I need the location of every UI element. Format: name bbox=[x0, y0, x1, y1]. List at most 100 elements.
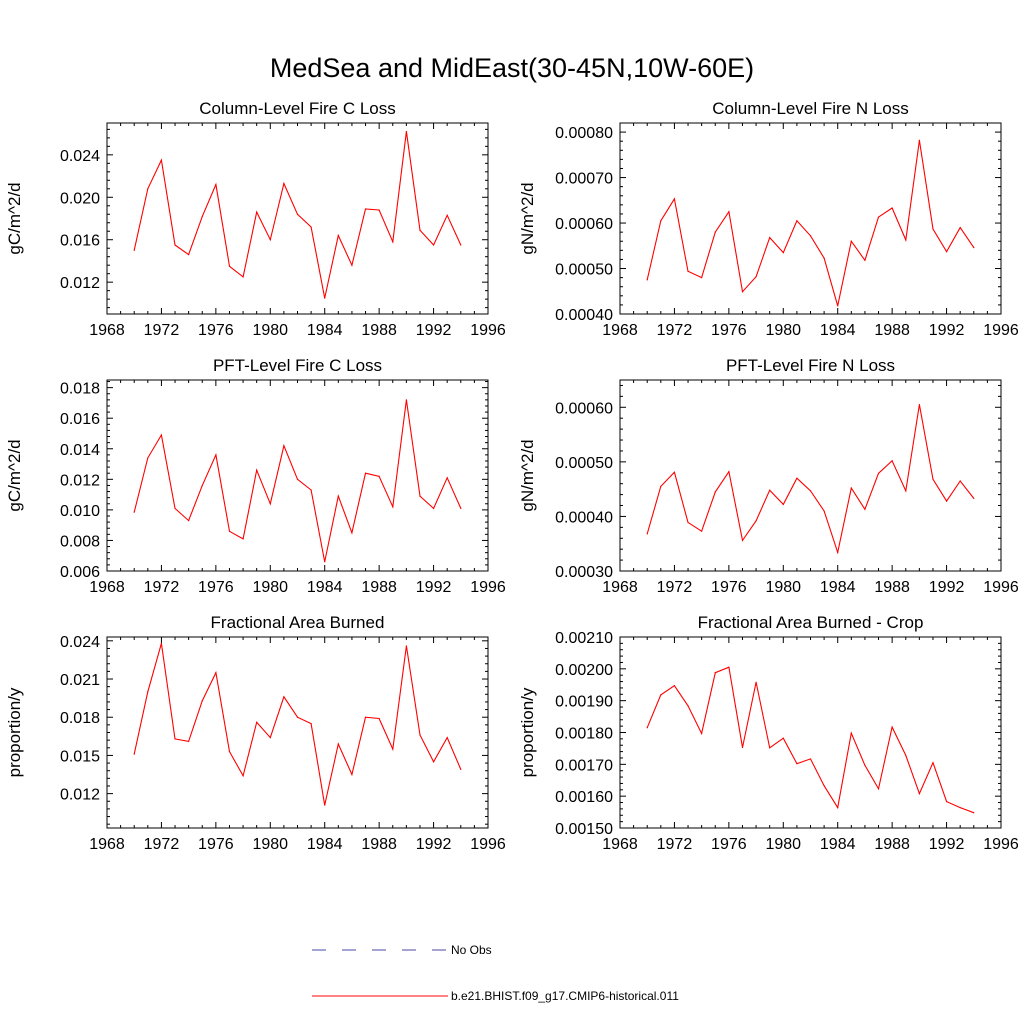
chart-2-xtick-label-1972: 1972 bbox=[657, 322, 693, 339]
chart-5-point-1990 bbox=[405, 645, 407, 647]
chart-6-point-1972 bbox=[673, 685, 676, 687]
chart-1-frame bbox=[106, 122, 489, 315]
chart-4-ylabel: gN/m^2/d bbox=[518, 439, 537, 511]
chart-1-point-1990 bbox=[405, 130, 407, 133]
chart-4-point-1994 bbox=[973, 497, 975, 500]
chart-3-point-1988 bbox=[378, 475, 380, 477]
chart-5-point-1972 bbox=[160, 642, 163, 644]
chart-6-point-1984 bbox=[837, 807, 839, 809]
chart-1: Column-Level Fire C Loss gC/m^2/d 1968 1972… bbox=[5, 99, 506, 339]
chart-2-ytick-label-2: 0.00060 bbox=[555, 216, 613, 233]
chart-3-xtick-label-1976: 1976 bbox=[198, 579, 234, 596]
chart-3-xtick-label-1984: 1984 bbox=[307, 579, 343, 596]
chart-1-point-1989 bbox=[392, 241, 394, 243]
chart-3-xtick-label-1996: 1996 bbox=[470, 579, 506, 596]
chart-3-point-1990 bbox=[405, 399, 407, 401]
chart-6-point-1991 bbox=[932, 762, 934, 764]
chart-5-ytick-label-3: 0.021 bbox=[60, 672, 100, 689]
chart-2-point-1972 bbox=[673, 198, 676, 200]
chart-3-ytick-label-3: 0.012 bbox=[60, 472, 100, 489]
chart-4-point-1984 bbox=[837, 551, 839, 554]
chart-1-ytick-label-1: 0.016 bbox=[60, 233, 100, 250]
chart-6-point-1990 bbox=[918, 793, 920, 795]
chart-6-xtick-label-1980: 1980 bbox=[765, 836, 801, 853]
chart-2-ylabel: gN/m^2/d bbox=[518, 182, 537, 254]
chart-6-point-1974 bbox=[701, 732, 703, 735]
chart-1-point-1983 bbox=[310, 226, 312, 228]
chart-3-point-1983 bbox=[310, 489, 312, 491]
chart-2-point-1982 bbox=[809, 235, 812, 237]
chart-3-ytick-label-6: 0.018 bbox=[60, 381, 100, 398]
chart-4-xtick-label-1996: 1996 bbox=[983, 579, 1019, 596]
chart-1-point-1976 bbox=[215, 183, 217, 186]
chart-1-point-1984 bbox=[324, 297, 326, 299]
chart-6-point-1976 bbox=[728, 666, 730, 668]
chart-6-xtick-label-1968: 1968 bbox=[602, 836, 638, 853]
chart-4-point-1988 bbox=[891, 460, 893, 462]
chart-1-ytick-label-2: 0.020 bbox=[60, 190, 100, 207]
chart-3-point-1976 bbox=[215, 454, 217, 456]
chart-4-series-1-line bbox=[646, 404, 975, 555]
chart-6-point-1977 bbox=[741, 746, 744, 749]
chart-6-xtick-label-1988: 1988 bbox=[874, 836, 910, 853]
chart-2-point-1993 bbox=[959, 226, 961, 229]
chart-3-xtick-label-1980: 1980 bbox=[252, 579, 288, 596]
chart-1-xtick-label-1996: 1996 bbox=[470, 322, 506, 339]
chart-5-point-1971 bbox=[147, 691, 149, 693]
chart-4-xtick-label-1968: 1968 bbox=[602, 579, 638, 596]
chart-5-point-1991 bbox=[419, 734, 421, 736]
chart-1-xtick-label-1988: 1988 bbox=[361, 322, 397, 339]
chart-3-point-1978 bbox=[242, 538, 244, 540]
chart-3-series-1-line bbox=[133, 399, 462, 562]
chart-6-point-1980 bbox=[782, 737, 784, 739]
chart-3: PFT-Level Fire C Loss gC/m^2/d 1968 1972 197… bbox=[5, 356, 506, 596]
chart-3-point-1980 bbox=[269, 503, 271, 505]
chart-5-point-1982 bbox=[296, 716, 299, 718]
chart-3-point-1975 bbox=[201, 484, 203, 487]
chart-6-point-1971 bbox=[660, 694, 662, 696]
chart-4-point-1982 bbox=[809, 490, 812, 492]
chart-2-point-1984 bbox=[837, 305, 839, 307]
chart-5-xtick-label-1992: 1992 bbox=[416, 836, 452, 853]
chart-2-xtick-label-1968: 1968 bbox=[602, 322, 638, 339]
chart-6-point-1981 bbox=[796, 763, 798, 765]
chart-5-point-1977 bbox=[228, 751, 231, 753]
chart-4-ytick-label-1: 0.00040 bbox=[555, 509, 613, 526]
chart-4-point-1991 bbox=[932, 478, 934, 480]
chart-2-point-1990 bbox=[918, 139, 920, 141]
chart-5-ytick-label-0: 0.012 bbox=[60, 787, 100, 804]
chart-5-point-1986 bbox=[351, 773, 353, 776]
chart-1-point-1970 bbox=[133, 249, 135, 251]
chart-6-point-1993 bbox=[959, 807, 961, 809]
chart-2-ytick-label-4: 0.00080 bbox=[555, 125, 613, 142]
chart-4-xtick-label-1976: 1976 bbox=[711, 579, 747, 596]
chart-5-point-1973 bbox=[174, 738, 176, 740]
chart-4-ytick-label-2: 0.00050 bbox=[555, 455, 613, 472]
chart-5-point-1980 bbox=[269, 736, 271, 739]
chart-2-point-1989 bbox=[905, 239, 907, 241]
chart-panels: Column-Level Fire C Loss gC/m^2/d 1968 1972… bbox=[5, 99, 1019, 853]
chart-4-point-1970 bbox=[646, 533, 648, 535]
chart-3-point-1971 bbox=[147, 457, 149, 459]
chart-1-point-1972 bbox=[160, 159, 163, 161]
chart-1-ytick-label-0: 0.012 bbox=[60, 275, 100, 292]
chart-4-point-1990 bbox=[918, 403, 920, 406]
chart-1-point-1986 bbox=[351, 264, 353, 266]
chart-1-ytick-label-3: 0.024 bbox=[60, 148, 100, 165]
chart-5-point-1985 bbox=[337, 743, 339, 745]
legend: No Obs b.e21.BHIST.f09_g17.CMIP6-histori… bbox=[312, 943, 679, 1003]
chart-1-point-1975 bbox=[201, 215, 203, 217]
chart-6-ytick-label-1: 0.00160 bbox=[555, 789, 613, 806]
chart-1-title: Column-Level Fire C Loss bbox=[199, 99, 396, 118]
chart-3-ylabel: gC/m^2/d bbox=[5, 439, 24, 511]
chart-4-point-1978 bbox=[755, 520, 757, 522]
chart-3-point-1992 bbox=[432, 507, 435, 509]
chart-5-point-1993 bbox=[446, 736, 448, 739]
chart-5-xtick-label-1968: 1968 bbox=[89, 836, 125, 853]
chart-4-point-1972 bbox=[673, 471, 676, 473]
chart-1-xtick-label-1972: 1972 bbox=[144, 322, 180, 339]
chart-6-ytick-label-3: 0.00180 bbox=[555, 726, 613, 743]
chart-3-point-1987 bbox=[364, 472, 367, 474]
chart-1-ylabel: gC/m^2/d bbox=[5, 182, 24, 254]
chart-6-ytick-label-2: 0.00170 bbox=[555, 757, 613, 774]
